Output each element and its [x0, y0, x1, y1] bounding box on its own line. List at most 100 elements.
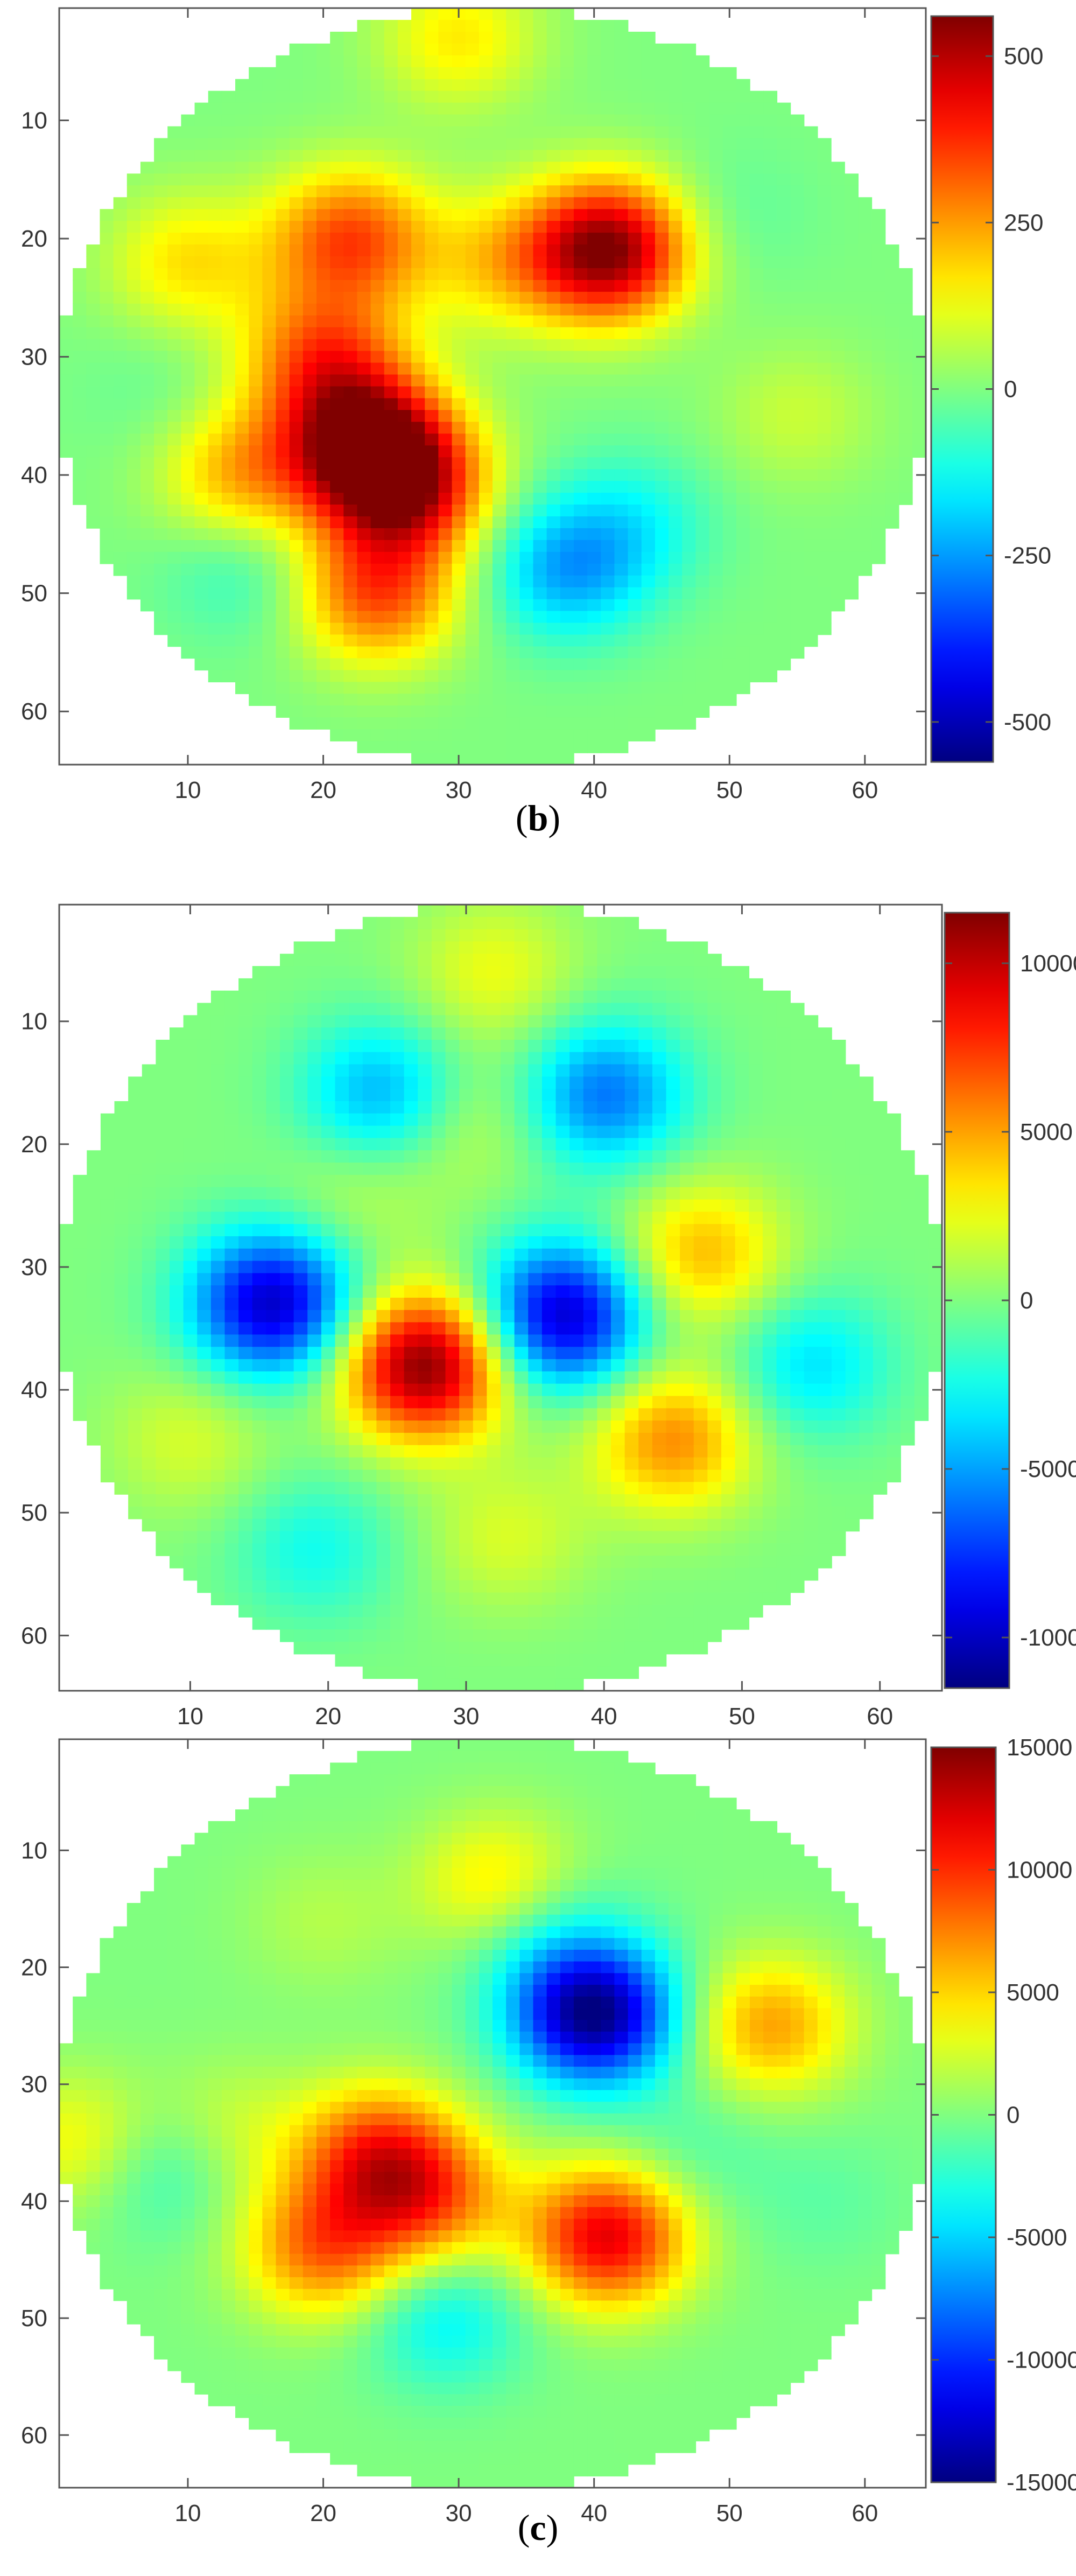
heat-cell — [357, 374, 371, 387]
heat-cell — [487, 1150, 501, 1163]
heat-cell — [487, 1064, 501, 1077]
heat-cell — [898, 279, 913, 292]
heat-cell — [601, 19, 615, 32]
heat-cell — [519, 138, 534, 151]
heat-cell — [445, 1150, 460, 1163]
heat-cell — [655, 634, 669, 647]
heat-cell — [573, 717, 588, 730]
heat-cell — [587, 386, 602, 399]
heat-cell — [431, 1003, 446, 1016]
heat-cell — [154, 303, 168, 316]
heat-cell — [817, 185, 832, 198]
heat-cell — [628, 457, 642, 470]
heat-cell — [370, 114, 385, 127]
heat-cell — [252, 1052, 267, 1065]
heat-cell — [221, 469, 236, 481]
heat-cell — [804, 244, 818, 257]
heat-cell — [425, 90, 439, 103]
heat-cell — [390, 1163, 405, 1175]
heat-cell — [330, 31, 344, 44]
heat-cell — [114, 1432, 129, 1446]
heat-cell — [357, 670, 371, 683]
heat-cell — [156, 1322, 170, 1335]
heat-cell — [669, 469, 683, 481]
heat-cell — [473, 1322, 488, 1335]
heat-cell — [487, 1383, 501, 1397]
heat-cell — [425, 173, 439, 186]
heat-cell — [790, 457, 805, 470]
heat-cell — [560, 410, 574, 423]
heat-cell — [249, 362, 263, 375]
heat-cell — [194, 221, 209, 233]
heat-cell — [390, 1224, 405, 1237]
heat-cell — [804, 410, 818, 423]
heat-cell — [303, 622, 317, 635]
heat-cell — [777, 481, 791, 493]
heat-cell — [128, 1212, 143, 1224]
heat-cell — [252, 1138, 267, 1151]
heat-cell — [514, 1236, 529, 1249]
heat-cell — [736, 327, 750, 340]
heat-cell — [210, 1310, 226, 1323]
heat-cell — [641, 67, 656, 80]
heat-cell — [506, 481, 521, 493]
heat-cell — [506, 55, 521, 68]
heat-cell — [736, 209, 750, 221]
heat-cell — [546, 150, 561, 163]
heat-cell — [335, 1224, 349, 1237]
heat-cell — [262, 422, 277, 435]
heat-cell — [506, 505, 521, 517]
heat-cell — [695, 315, 710, 328]
heat-cell — [397, 67, 412, 80]
heat-cell — [335, 978, 349, 991]
heat-cell — [546, 268, 561, 281]
heat-cell — [641, 540, 656, 552]
heat-cell — [487, 1298, 501, 1311]
heat-cell — [790, 209, 805, 221]
heat-cell — [493, 67, 507, 80]
heat-cell — [749, 90, 764, 103]
heat-cell — [501, 1138, 515, 1151]
heat-cell — [871, 209, 886, 221]
heat-cell — [59, 1248, 74, 1262]
heat-cell — [170, 1334, 184, 1348]
heat-cell — [431, 1150, 446, 1163]
heat-cell — [249, 138, 263, 151]
heat-cell — [238, 1174, 253, 1188]
heat-cell — [438, 19, 453, 32]
heat-cell — [871, 221, 886, 233]
heat-cell — [763, 327, 778, 340]
heat-cell — [438, 410, 453, 423]
heat-cell — [445, 916, 460, 930]
heat-cell — [506, 268, 521, 281]
heat-cell — [357, 233, 371, 245]
heat-cell — [73, 374, 87, 387]
heat-cell — [438, 291, 453, 304]
heat-cell — [390, 1605, 405, 1618]
heat-cell — [790, 563, 805, 576]
heat-cell — [438, 327, 453, 340]
heat-cell — [170, 1543, 184, 1556]
heat-cell — [128, 1101, 143, 1114]
heat-cell — [479, 717, 493, 730]
heat-cell — [289, 587, 304, 600]
heat-cell — [197, 1347, 212, 1360]
heat-cell — [390, 1236, 405, 1249]
heat-cell — [493, 682, 507, 695]
heat-cell — [249, 540, 263, 552]
heat-cell — [445, 1064, 460, 1077]
heat-cell — [224, 1199, 239, 1213]
heat-cell — [614, 362, 629, 375]
heat-cell — [560, 587, 574, 600]
heat-cell — [682, 670, 697, 683]
heat-cell — [100, 1248, 115, 1262]
heat-cell — [601, 173, 615, 186]
heat-cell — [601, 279, 615, 292]
heat-cell — [519, 741, 534, 753]
heat-cell — [307, 1101, 322, 1114]
heat-cell — [208, 587, 222, 600]
heat-cell — [266, 1052, 280, 1065]
heat-cell — [238, 978, 253, 991]
heat-cell — [709, 528, 723, 541]
heat-cell — [335, 1420, 349, 1433]
